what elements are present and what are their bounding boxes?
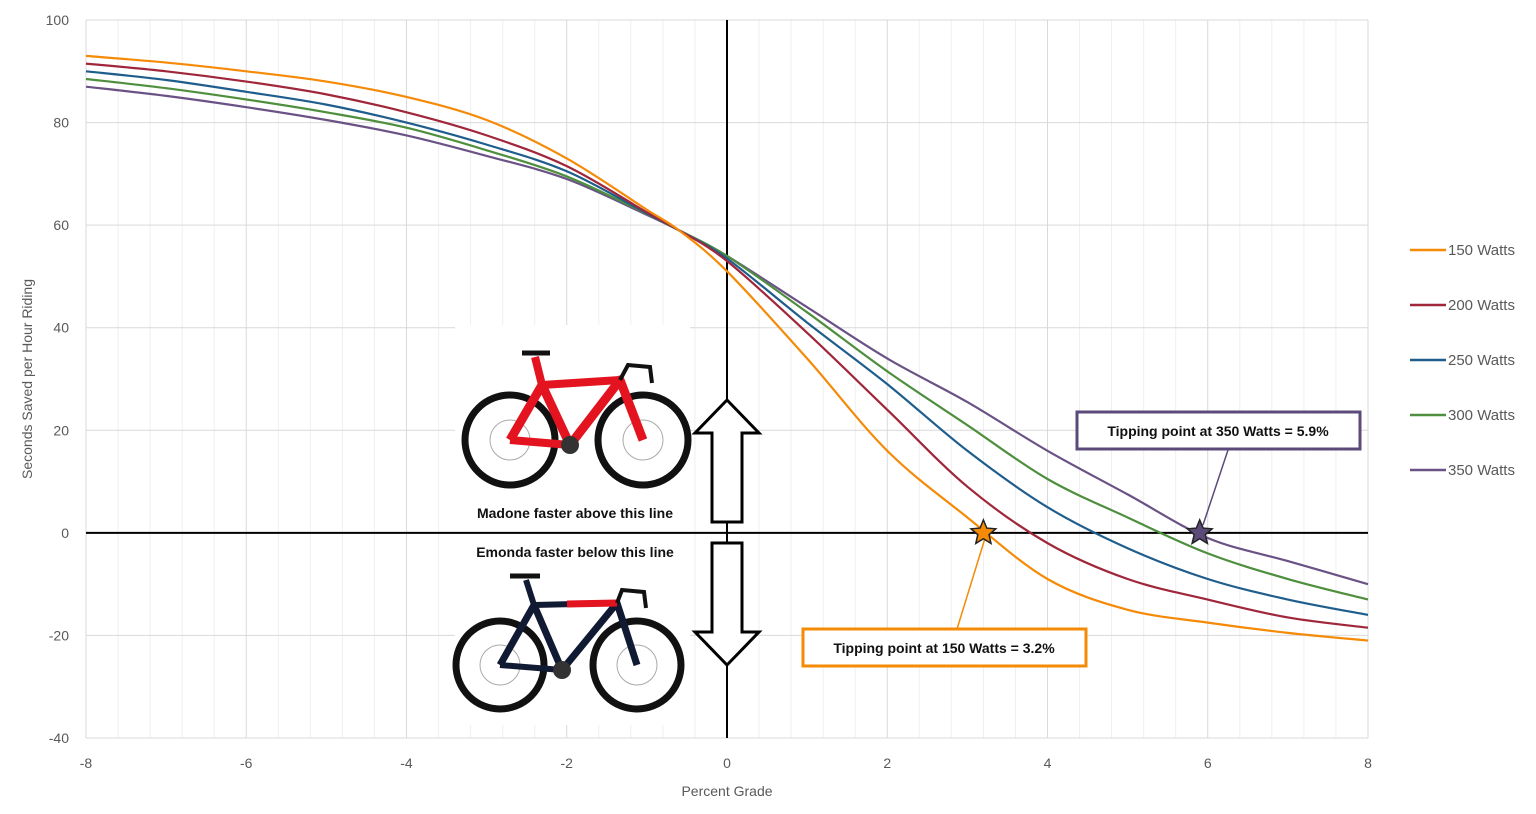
legend-label: 300 Watts — [1448, 407, 1515, 424]
annotation-150-text: Tipping point at 150 Watts = 3.2% — [833, 640, 1055, 656]
madone-bike-image — [461, 350, 692, 489]
x-tick-label: 6 — [1204, 755, 1212, 771]
madone-label: Madone faster above this line — [477, 505, 673, 521]
x-tick-label: -8 — [80, 755, 93, 771]
series-line-200-watts — [85, 62, 1369, 629]
y-tick-label: 20 — [53, 422, 69, 438]
x-tick-label: 2 — [883, 755, 891, 771]
legend: 150 Watts 200 Watts 250 Watts 300 Watts 350 … — [1410, 242, 1515, 479]
series-line-150-watts — [85, 54, 1369, 642]
tipping-point-markers — [969, 517, 1214, 545]
x-tick-label: -6 — [240, 755, 253, 771]
series-line-300-watts — [85, 77, 1369, 601]
down-arrow-icon — [691, 541, 763, 668]
x-tick-label: 4 — [1044, 755, 1052, 771]
star-marker-icon — [969, 517, 998, 545]
y-tick-label: 100 — [46, 12, 70, 28]
annotation-350-text: Tipping point at 350 Watts = 5.9% — [1107, 423, 1329, 439]
emonda-label: Emonda faster below this line — [476, 544, 674, 560]
x-tick-label: -2 — [561, 755, 574, 771]
x-tick-label: -4 — [400, 755, 413, 771]
legend-label: 350 Watts — [1448, 462, 1515, 479]
y-tick-label: 40 — [53, 320, 69, 336]
up-arrow-icon — [691, 397, 763, 524]
annotation-350: Tipping point at 350 Watts = 5.9% — [1075, 410, 1362, 526]
emonda-bike-image — [452, 573, 685, 713]
x-tick-label: 8 — [1364, 755, 1372, 771]
y-tick-label: -20 — [49, 627, 69, 643]
annotation-150: Tipping point at 150 Watts = 3.2% — [801, 534, 1088, 668]
legend-label: 250 Watts — [1448, 352, 1515, 369]
legend-label: 150 Watts — [1448, 242, 1515, 259]
star-marker-icon — [1185, 517, 1214, 545]
y-tick-label: 0 — [61, 525, 69, 541]
legend-label: 200 Watts — [1448, 297, 1515, 314]
y-tick-label: -40 — [49, 730, 69, 746]
series-line-250-watts — [85, 70, 1369, 616]
arrows — [691, 397, 763, 668]
bike-images — [452, 325, 692, 725]
x-axis-label: Percent Grade — [681, 783, 772, 799]
x-tick-label: 0 — [723, 755, 731, 771]
y-axis-label: Seconds Saved per Hour Riding — [19, 279, 35, 479]
y-tick-label: 60 — [53, 217, 69, 233]
y-tick-label: 80 — [53, 115, 69, 131]
series-lines — [85, 54, 1369, 642]
